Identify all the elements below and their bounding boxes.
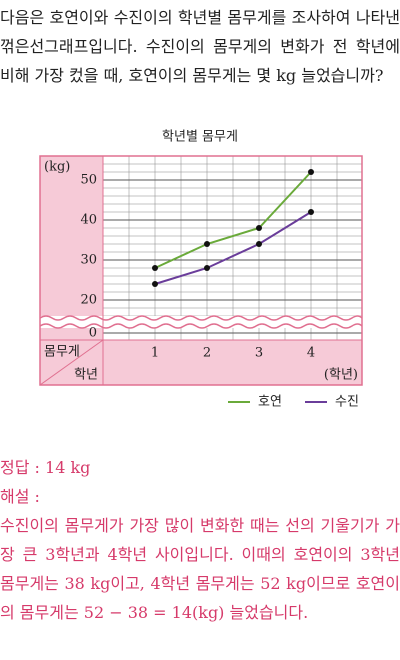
- data-point: [152, 281, 158, 287]
- chart-title: 학년별 몸무게: [162, 130, 238, 145]
- chart-border: [39, 155, 363, 386]
- y-unit: (kg): [44, 160, 70, 175]
- corner-bottom: 학년: [74, 368, 98, 383]
- y-tick-label: 40: [80, 213, 97, 228]
- data-point: [308, 169, 314, 175]
- x-tick-label: 2: [203, 346, 211, 361]
- axis-break: [103, 316, 362, 328]
- y-tick-label: 50: [80, 173, 97, 188]
- legend-label: 수진: [335, 395, 359, 410]
- series-line: [154, 171, 312, 269]
- explanation: 수진이의 몸무게가 가장 많이 변화한 때는 선의 기울기가 가장 큰 3학년과…: [0, 516, 400, 622]
- break-line: [39, 315, 363, 321]
- question: 다음은 호연이와 수진이의 학년별 몸무게를 조사하여 나타낸 꺾은선그래프입니…: [0, 8, 400, 85]
- x-tick-label: 4: [307, 346, 315, 361]
- legend-label: 호연: [258, 395, 282, 410]
- x-unit: (학년): [324, 368, 358, 383]
- x-label-row: [40, 340, 362, 385]
- corner-diagonal: [39, 339, 104, 386]
- x-tick-label: 1: [151, 346, 159, 361]
- series-line: [154, 211, 312, 285]
- y-tick-label: 30: [80, 253, 97, 268]
- corner-top: 몸무게: [44, 345, 80, 360]
- y-tick-label: 20: [80, 293, 97, 308]
- explanation-label: 해설 :: [0, 487, 40, 506]
- data-point: [256, 225, 262, 231]
- answer: 정답 : 14 kg: [0, 453, 400, 482]
- y-tick-label: 0: [89, 326, 97, 341]
- answer-text: 14 kg: [45, 458, 91, 477]
- data-point: [256, 241, 262, 247]
- data-point: [308, 209, 314, 215]
- data-point: [204, 241, 210, 247]
- data-point: [152, 265, 158, 271]
- data-point: [204, 265, 210, 271]
- break-line: [39, 323, 363, 329]
- chart: 학년별 몸무게 몸무게 학년 (kg) (학년) 0 20 30 40 50 1 2 3 4 호연…: [39, 130, 363, 410]
- answer-label: 정답 :: [0, 458, 40, 477]
- x-tick-label: 3: [255, 346, 263, 361]
